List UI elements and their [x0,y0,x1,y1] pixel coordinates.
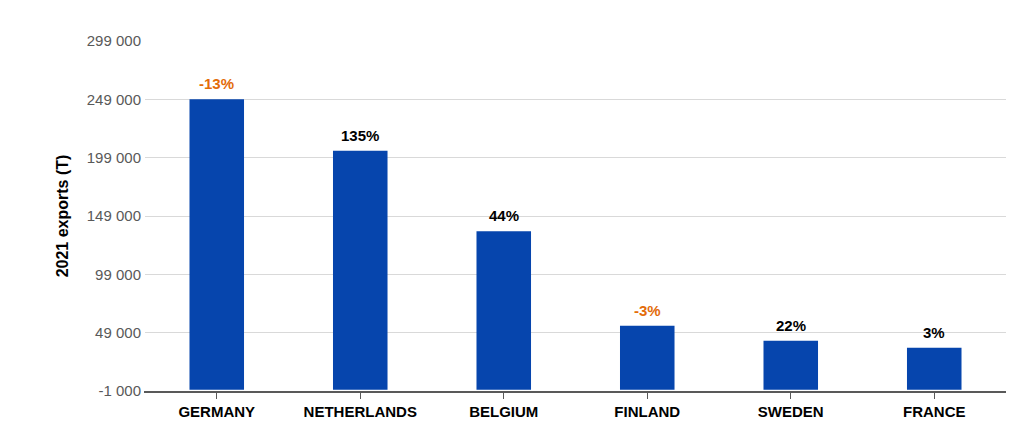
svg-text:GERMANY: GERMANY [178,403,255,420]
svg-text:3%: 3% [923,324,945,341]
svg-text:-1 000: -1 000 [98,382,141,399]
svg-text:299 000: 299 000 [87,32,141,49]
svg-text:2021 exports (T): 2021 exports (T) [54,155,71,278]
svg-text:199 000: 199 000 [87,149,141,166]
svg-text:FRANCE: FRANCE [903,403,966,420]
svg-text:135%: 135% [341,127,379,144]
svg-text:BELGIUM: BELGIUM [469,403,538,420]
svg-text:FINLAND: FINLAND [614,403,680,420]
svg-text:149 000: 149 000 [87,207,141,224]
svg-text:SWEDEN: SWEDEN [758,403,824,420]
svg-text:49 000: 49 000 [95,324,141,341]
svg-text:NETHERLANDS: NETHERLANDS [304,403,417,420]
svg-text:44%: 44% [489,207,519,224]
svg-text:99 000: 99 000 [95,266,141,283]
svg-text:-3%: -3% [634,302,661,319]
svg-text:-13%: -13% [199,75,234,92]
svg-text:22%: 22% [776,317,806,334]
svg-text:249 000: 249 000 [87,91,141,108]
